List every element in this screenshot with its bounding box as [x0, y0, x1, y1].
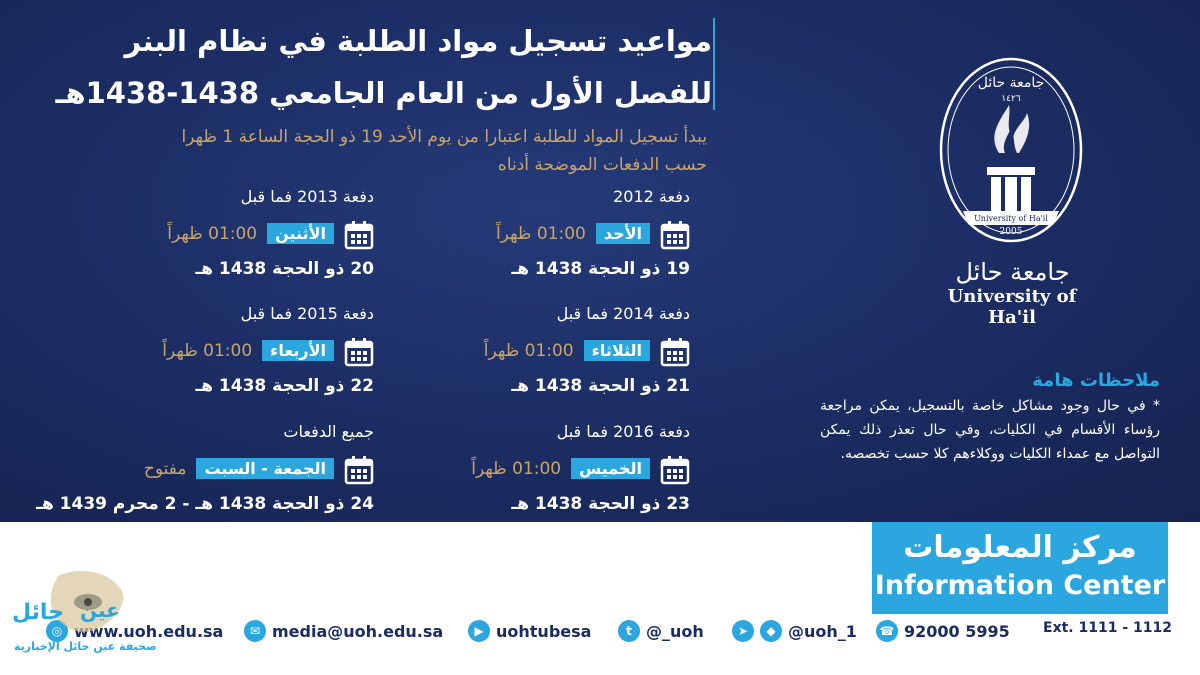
schedule-card-2016: دفعة 2016 فما قبل الخميس 01:00 ظهراً 23 …	[390, 422, 690, 522]
announcement-poster: مواعيد تسجيل مواد الطلبة في نظام البنر ل…	[0, 0, 1200, 522]
schedule-card-2012: دفعة 2012 الأحد 01:00 ظهراً 19 ذو الحجة …	[390, 187, 690, 287]
watermark-subtitle: صحيفة عين حائل الإخبارية	[14, 640, 157, 653]
email-link[interactable]: ✉ media@uoh.edu.sa	[244, 620, 443, 642]
title-line-2: للفصل الأول من العام الجامعي 1438-1438هـ	[55, 76, 712, 110]
day-badge: الأربعاء	[262, 340, 334, 361]
day-badge: الخميس	[571, 458, 650, 479]
title-divider	[713, 18, 715, 110]
day-badge: الجمعة - السبت	[196, 458, 334, 479]
batch-label: جميع الدفعات	[283, 422, 374, 441]
twitter-icon: t	[618, 620, 640, 642]
time-label: 01:00 ظهراً	[495, 223, 586, 244]
calendar-icon	[660, 221, 690, 250]
twitter-link[interactable]: t @_uoh	[618, 620, 704, 642]
youtube-icon: ▶	[468, 620, 490, 642]
watermark-map-logo	[50, 571, 124, 632]
svg-text:١٤٢٦: ١٤٢٦	[1001, 94, 1021, 104]
calendar-icon	[660, 338, 690, 367]
headset-icon: ☎	[876, 620, 898, 642]
flame-icon	[994, 105, 1030, 153]
info-center-english: Information Center	[874, 570, 1166, 601]
schedule-card-all-batches: جميع الدفعات الجمعة - السبت مفتوح 24 ذو …	[36, 422, 374, 522]
contact-bar: ◎ www.uoh.edu.sa ✉ media@uoh.edu.sa ▶ uo…	[0, 620, 1200, 650]
calendar-icon	[344, 221, 374, 250]
batch-label: دفعة 2013 فما قبل	[240, 187, 374, 206]
university-name-arabic: جامعة حائل	[955, 258, 1070, 286]
batch-label: دفعة 2014 فما قبل	[556, 304, 690, 323]
svg-text:جامعة حائل: جامعة حائل	[978, 75, 1045, 91]
title-line-1: مواعيد تسجيل مواد الطلبة في نظام البنر	[124, 24, 712, 58]
telegram-icon: ➤	[732, 620, 754, 642]
schedule-card-2013: دفعة 2013 فما قبل الأثنين 01:00 ظهراً 20…	[74, 187, 374, 287]
time-label: 01:00 ظهراً	[483, 340, 574, 361]
youtube-link[interactable]: ▶ uohtubesa	[468, 620, 591, 642]
day-badge: الأثنين	[267, 223, 334, 244]
info-center-badge: مركز المعلومات Information Center	[872, 522, 1168, 614]
social-link[interactable]: ➤ ◆ @uoh_1	[732, 620, 857, 642]
info-center-arabic: مركز المعلومات	[903, 530, 1137, 565]
intro-line-1: يبدأ تسجيل المواد للطلبة اعتبارا من يوم …	[181, 127, 707, 147]
extension-label: Ext. 1111 - 1112	[1043, 620, 1172, 636]
date-label: 20 ذو الحجة 1438 هـ	[195, 259, 374, 279]
website-link[interactable]: ◎ www.uoh.edu.sa	[46, 620, 223, 642]
date-label: 23 ذو الحجة 1438 هـ	[511, 494, 690, 514]
schedule-card-2014: دفعة 2014 فما قبل الثلاثاء 01:00 ظهراً 2…	[390, 304, 690, 404]
intro-line-2: حسب الدفعات الموضحة أدناه	[497, 155, 707, 175]
schedule-card-2015: دفعة 2015 فما قبل الأربعاء 01:00 ظهراً 2…	[74, 304, 374, 404]
batch-label: دفعة 2012	[613, 187, 690, 206]
date-label: 22 ذو الحجة 1438 هـ	[195, 376, 374, 396]
watermark-word-2: حائل	[12, 600, 65, 625]
date-label: 21 ذو الحجة 1438 هـ	[511, 376, 690, 396]
calendar-icon	[344, 338, 374, 367]
watermark-word-1: عين	[80, 598, 120, 622]
time-label: 01:00 ظهراً	[471, 458, 562, 479]
notes-heading: ملاحظات هامة	[1032, 370, 1160, 391]
batch-label: دفعة 2015 فما قبل	[240, 304, 374, 323]
phone-link[interactable]: ☎ 92000 5995	[876, 620, 1010, 642]
batch-label: دفعة 2016 فما قبل	[556, 422, 690, 441]
snapchat-icon: ◆	[760, 620, 782, 642]
globe-icon: ◎	[46, 620, 68, 642]
time-label: 01:00 ظهراً	[162, 340, 253, 361]
university-emblem: University of Ha'il 2005 جامعة حائل ١٤٢٦	[939, 57, 1083, 243]
date-label: 19 ذو الحجة 1438 هـ	[511, 259, 690, 279]
date-label: 24 ذو الحجة 1438 هـ - 2 محرم 1439 هـ	[36, 494, 374, 514]
time-label: 01:00 ظهراً	[167, 223, 258, 244]
day-badge: الثلاثاء	[583, 340, 650, 361]
time-label: مفتوح	[143, 458, 187, 479]
svg-text:University of Ha'il: University of Ha'il	[974, 214, 1048, 223]
university-name-english: University of Ha'il	[947, 286, 1077, 328]
calendar-icon	[660, 456, 690, 485]
email-icon: ✉	[244, 620, 266, 642]
svg-text:2005: 2005	[1000, 227, 1023, 237]
day-badge: الأحد	[595, 223, 650, 244]
calendar-icon	[344, 456, 374, 485]
notes-body: * في حال وجود مشاكل خاصة بالتسجيل، يمكن …	[820, 398, 1160, 462]
